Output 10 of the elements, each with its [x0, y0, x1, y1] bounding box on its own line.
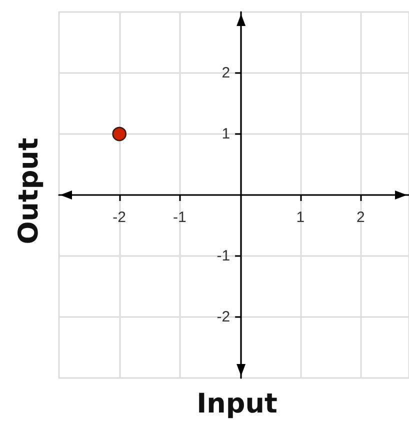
y-axis-title: Output: [14, 138, 44, 244]
x-axis-title: Input: [196, 388, 278, 420]
x-tick-label: -1: [173, 209, 186, 226]
x-tick-label: -2: [112, 209, 126, 226]
x-tick-label: 2: [356, 209, 365, 226]
y-tick-label: 2: [222, 64, 230, 82]
x-tick-label: 1: [296, 209, 305, 226]
y-tick-label: -1: [216, 248, 230, 264]
y-tick-label: -2: [216, 308, 230, 326]
y-tick-label: 1: [222, 126, 230, 142]
